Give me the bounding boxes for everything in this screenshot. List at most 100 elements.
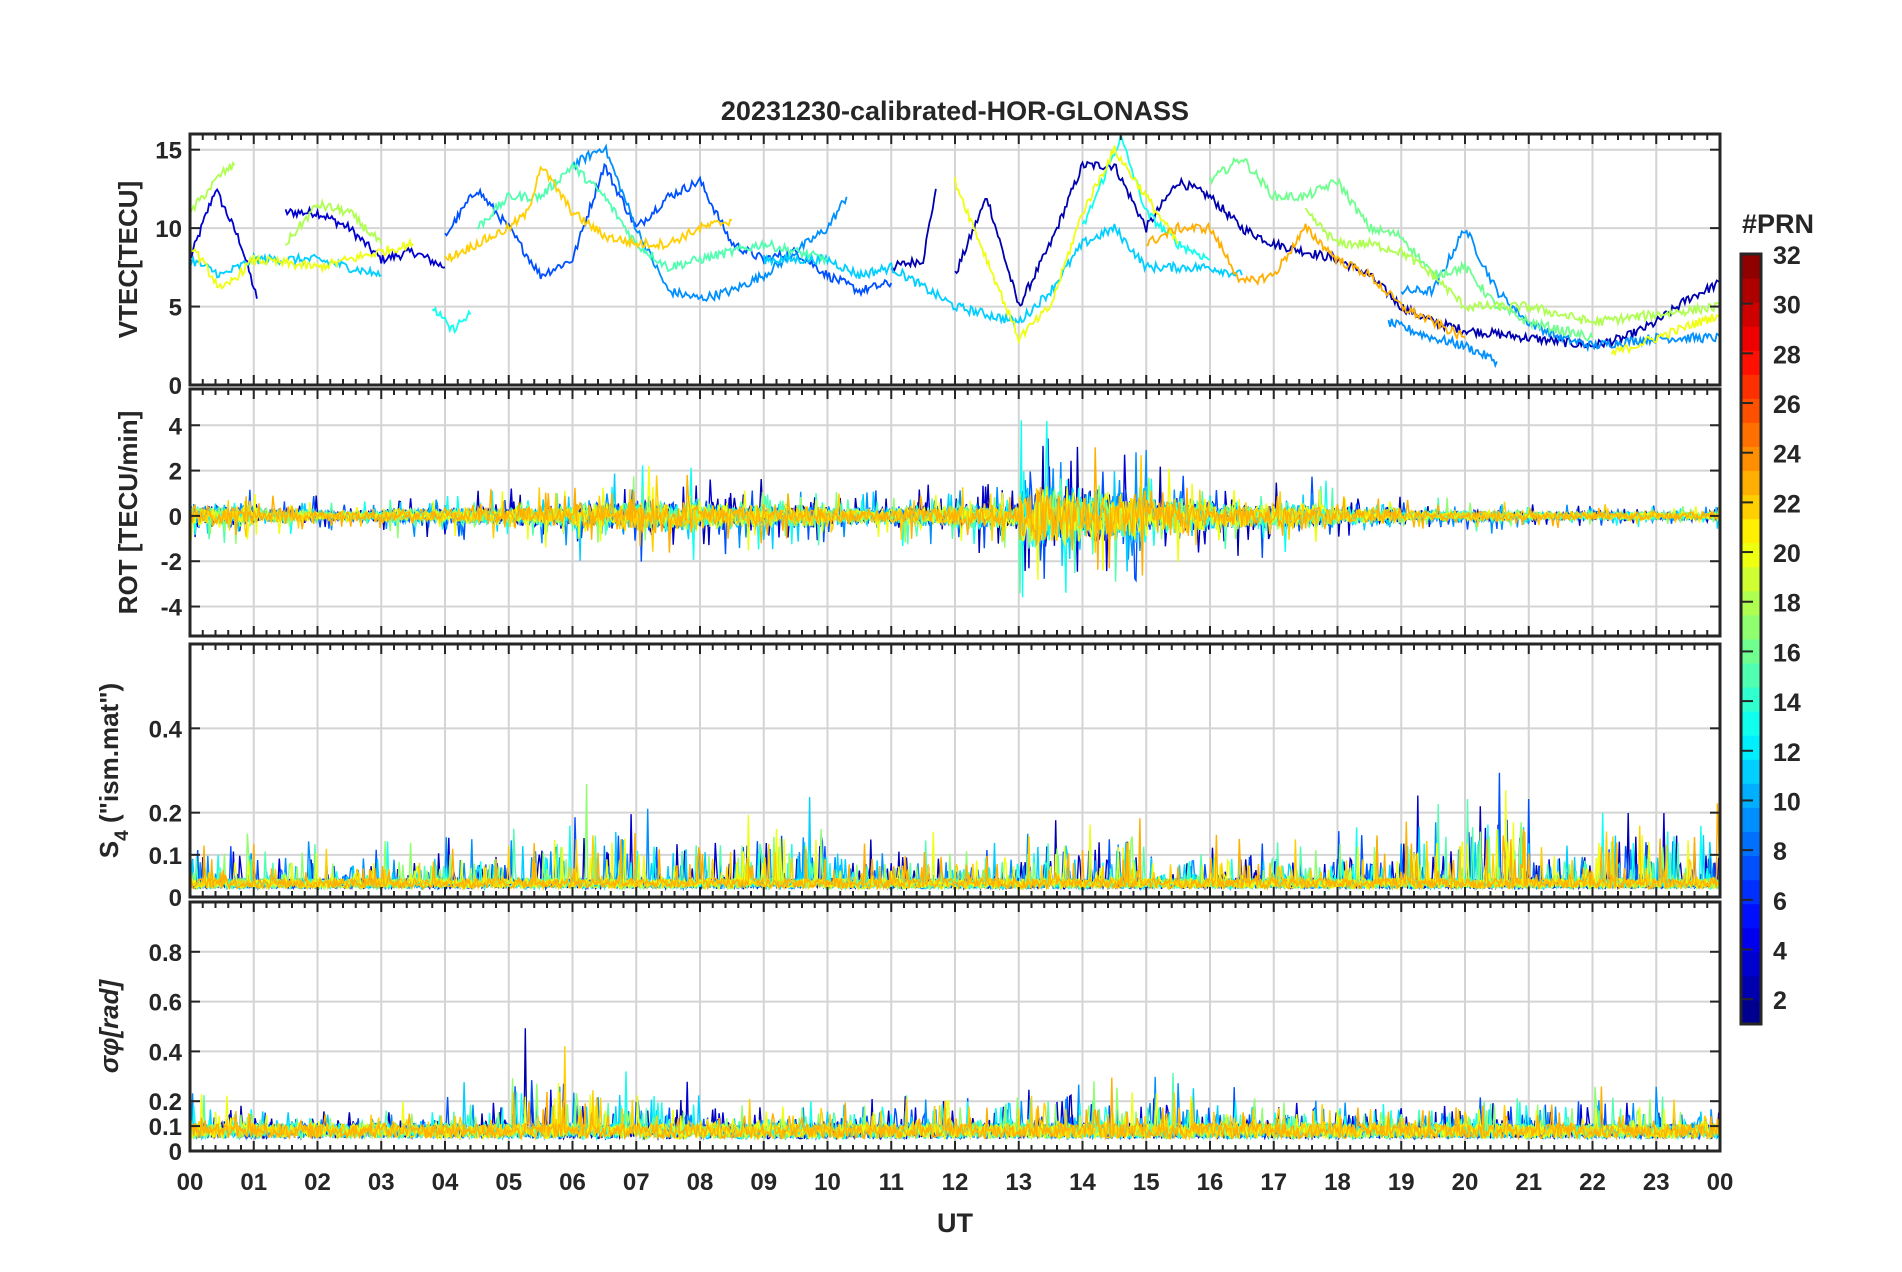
x-tick-label: 04 xyxy=(432,1169,459,1196)
colorbar-level-26 xyxy=(1741,398,1761,423)
colorbar-level-28 xyxy=(1741,350,1761,375)
colorbar-tick-label: 2 xyxy=(1773,987,1787,1015)
y-tick-label: 0 xyxy=(169,885,182,912)
y-tick-label: 2 xyxy=(169,459,182,486)
colorbar-level-20 xyxy=(1741,542,1761,568)
x-tick-label: 07 xyxy=(623,1169,650,1196)
colorbar-level-11 xyxy=(1741,759,1761,784)
vtec-line-prn-22 xyxy=(444,165,733,264)
colorbar-level-2 xyxy=(1741,975,1761,1001)
colorbar-tick-label: 20 xyxy=(1773,540,1801,568)
colorbar-level-6 xyxy=(1741,879,1761,905)
vtec-line-prn-7 xyxy=(444,162,893,298)
vtec-line-prn-18 xyxy=(190,160,236,213)
axes-box xyxy=(188,132,1722,387)
colorbar-tick-label: 14 xyxy=(1773,689,1801,717)
y-tick-label: 4 xyxy=(169,413,183,440)
colorbar-level-4 xyxy=(1741,927,1761,953)
sigma_phi-line-prn-23 xyxy=(190,1077,1720,1141)
vtec-line-prn-23 xyxy=(1146,221,1466,341)
panel-vtec: 0 5 10 15 VTEC[TECU] xyxy=(113,132,1722,400)
s4-line-prn-23 xyxy=(190,803,1720,891)
colorbar-level-9 xyxy=(1741,807,1761,832)
panel-rot: -4 -2 0 2 4 ROT [TECU/min] xyxy=(113,387,1722,638)
x-tick-label: 11 xyxy=(879,1169,904,1196)
vtec-line-prn-11 xyxy=(762,223,1243,328)
x-axis-label: UT xyxy=(937,1208,973,1238)
y-tick-label: -2 xyxy=(161,549,182,576)
vtec-line-prn-3 xyxy=(284,205,446,269)
y-label-main: S xyxy=(94,841,124,858)
y-tick-label: 0.8 xyxy=(149,940,182,967)
vtec-line-prn-20 xyxy=(1610,313,1720,357)
colorbar-tick-label: 26 xyxy=(1773,391,1801,419)
y-tick-label: 0.6 xyxy=(149,990,182,1017)
y-label-rest: ("ism.mat") xyxy=(94,683,124,830)
colorbar-tick-label: 22 xyxy=(1773,490,1801,518)
colorbar-level-24 xyxy=(1741,446,1761,472)
series-group xyxy=(190,420,1720,598)
x-tick-label: 14 xyxy=(1069,1169,1096,1196)
x-tick-label: 15 xyxy=(1133,1169,1160,1196)
y-tick-label: 0.1 xyxy=(149,843,182,870)
rot-line-prn-23 xyxy=(190,447,1720,576)
colorbar-tick-label: 4 xyxy=(1773,937,1787,965)
colorbar-level-19 xyxy=(1741,566,1761,592)
x-tick-label: 03 xyxy=(368,1169,395,1196)
series-group xyxy=(190,1028,1720,1142)
colorbar-level-23 xyxy=(1741,470,1761,496)
x-tick-label: 12 xyxy=(942,1169,969,1196)
panel-sigma_phi: 00.10.2 0.4 0.6 0.8 σφ[rad] xyxy=(94,900,1722,1166)
y-tick-label: 0 xyxy=(169,504,182,531)
y-tick-label: 0.4 xyxy=(149,1039,183,1066)
y-tick-label: 0 xyxy=(169,373,182,400)
x-tick-label: 17 xyxy=(1260,1169,1287,1196)
y-tick-label: -4 xyxy=(161,595,183,622)
x-tick-label: 09 xyxy=(750,1169,777,1196)
x-tick-label: 21 xyxy=(1515,1169,1542,1196)
colorbar-level-22 xyxy=(1741,494,1761,520)
vtec-line-prn-2 xyxy=(890,188,937,272)
colorbar-tick-label: 10 xyxy=(1773,788,1801,816)
colorbar-tick-label: 16 xyxy=(1773,639,1801,667)
sigma_phi-line-prn-20 xyxy=(190,1083,1720,1141)
colorbar-level-10 xyxy=(1741,783,1761,808)
vtec-line-prn-13 xyxy=(431,306,472,334)
colorbar-level-1 xyxy=(1741,999,1761,1025)
vtec-line-prn-3 xyxy=(190,188,258,299)
x-tick-label: 00 xyxy=(177,1169,204,1196)
colorbar-tick-label: 6 xyxy=(1773,888,1787,916)
colorbar-level-25 xyxy=(1741,422,1761,447)
x-tick-label: 13 xyxy=(1005,1169,1032,1196)
x-tick-label: 19 xyxy=(1388,1169,1415,1196)
vtec-line-prn-20 xyxy=(190,237,414,290)
colorbar-level-27 xyxy=(1741,374,1761,399)
axes-box xyxy=(188,387,1722,638)
y-tick-label: 10 xyxy=(155,216,182,243)
y-axis-label: σφ[rad] xyxy=(94,978,124,1073)
x-tick-label: 02 xyxy=(304,1169,331,1196)
x-tick-label: 22 xyxy=(1579,1169,1606,1196)
series-group xyxy=(190,772,1720,892)
panel-s4: 0 0.1 0.2 0.4 S4 ("ism.mat") xyxy=(94,642,1722,912)
axes-box xyxy=(188,900,1722,1153)
colorbar-level-3 xyxy=(1741,951,1761,977)
vtec-line-prn-16 xyxy=(1209,156,1594,342)
colorbar-tick-label: 32 xyxy=(1773,242,1801,270)
colorbar-level-15 xyxy=(1741,663,1761,688)
colorbar-level-7 xyxy=(1741,855,1761,881)
colorbar-tick-label: 8 xyxy=(1773,838,1787,866)
y-tick-label: 0.1 xyxy=(149,1114,182,1141)
y-tick-label: 5 xyxy=(169,295,182,322)
x-tick-label: 05 xyxy=(495,1169,522,1196)
colorbar-level-8 xyxy=(1741,831,1761,857)
vtec-line-prn-18 xyxy=(1304,207,1720,328)
colorbar-tick-label: 24 xyxy=(1773,441,1801,469)
colorbar-level-13 xyxy=(1741,711,1761,736)
y-axis-label: VTEC[TECU] xyxy=(113,181,143,338)
series-group xyxy=(190,134,1720,369)
vtec-line-prn-9 xyxy=(571,143,848,303)
